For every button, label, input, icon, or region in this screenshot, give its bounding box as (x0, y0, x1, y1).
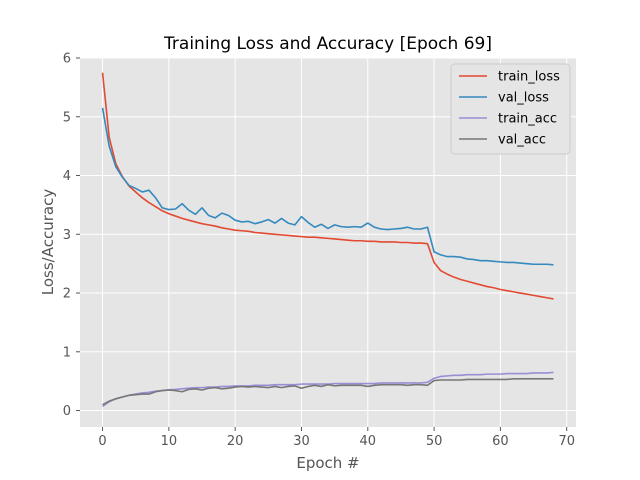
y-axis-label: Loss/Accuracy (39, 189, 57, 296)
series-line-train-loss (101, 72, 554, 300)
legend: train_loss val_loss train_acc val_acc (450, 63, 571, 155)
y-axis: 0 1 2 3 4 5 6 (63, 52, 80, 419)
legend-entry: train_acc (498, 112, 557, 127)
x-tick-label: 30 (293, 434, 310, 449)
grid (80, 57, 576, 427)
series-lines (101, 72, 554, 408)
legend-entry: val_acc (498, 133, 546, 148)
y-tick-label: 0 (63, 404, 71, 419)
x-tick-label: 50 (426, 434, 443, 449)
y-tick-label: 1 (63, 345, 71, 360)
x-tick-label: 60 (492, 434, 509, 449)
series-line-val-acc (102, 378, 554, 406)
x-tick-label: 20 (227, 434, 244, 449)
legend-entry: train_loss (498, 70, 560, 85)
y-tick-label: 3 (63, 228, 71, 243)
y-tick-label: 6 (63, 52, 71, 67)
y-tick-label: 2 (63, 287, 71, 302)
x-tick-label: 40 (360, 434, 377, 449)
x-axis-label: Epoch # (296, 454, 359, 472)
y-tick-label: 5 (63, 110, 71, 125)
y-tick-label: 4 (63, 169, 71, 184)
x-tick-label: 10 (161, 434, 178, 449)
x-tick-label: 70 (558, 434, 575, 449)
legend-entry: val_loss (498, 91, 549, 106)
series-line-val-loss (101, 107, 554, 266)
x-axis: 0 10 20 30 40 50 60 70 (98, 427, 575, 449)
x-tick-label: 0 (98, 434, 106, 449)
legend-box (450, 63, 571, 155)
chart-title: Training Loss and Accuracy [Epoch 69] (163, 34, 492, 54)
